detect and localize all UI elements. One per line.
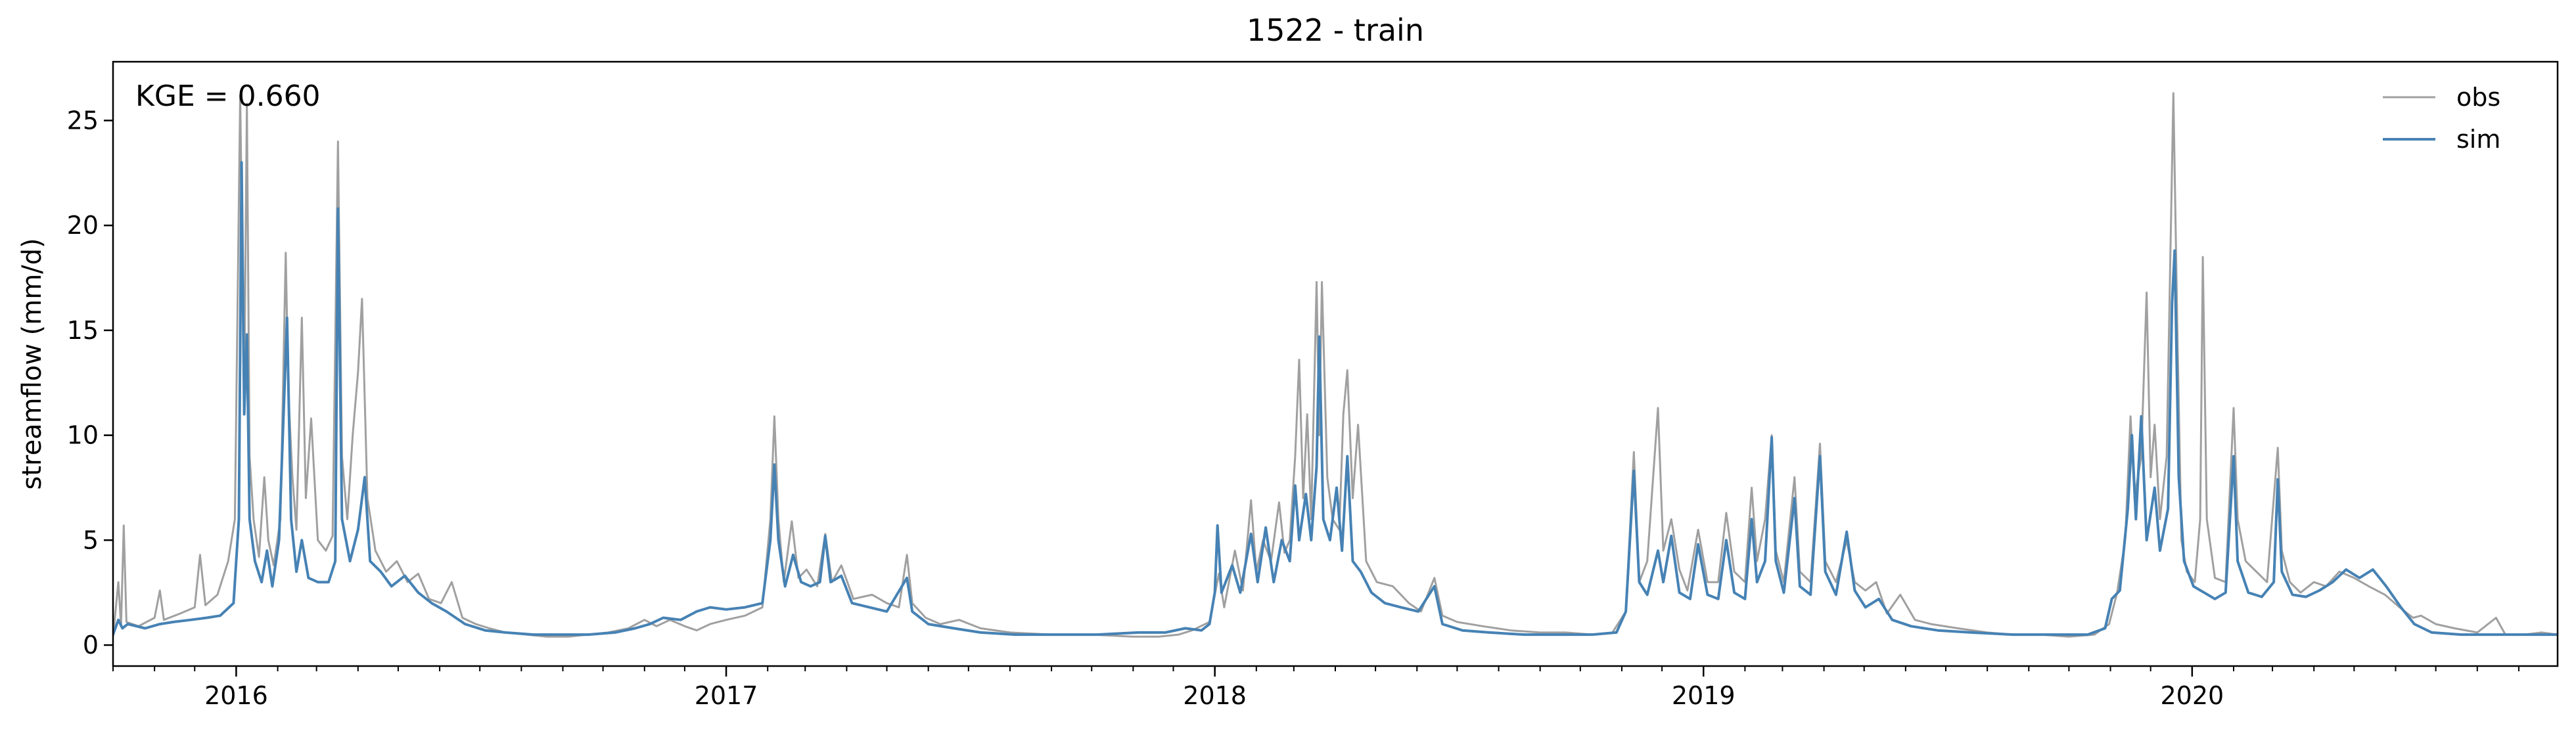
legend-label-obs: obs	[2456, 83, 2500, 112]
x-axis: 2016 2017 2018 2019 2020	[112, 666, 2519, 710]
y-axis-label: streamflow (mm/d)	[17, 238, 47, 489]
x-tick-label: 2018	[1183, 681, 1247, 710]
x-tick-label: 2019	[1672, 681, 1736, 710]
x-tick-label: 2020	[2160, 681, 2224, 710]
kge-annotation: KGE = 0.660	[135, 79, 321, 113]
y-tick-label: 5	[83, 525, 99, 554]
series-line-obs	[113, 92, 2558, 638]
y-tick-label: 25	[67, 106, 99, 135]
y-tick-label: 20	[67, 211, 99, 240]
y-tick-label: 15	[67, 316, 99, 345]
series-line-sim	[113, 161, 2558, 636]
x-tick-label: 2016	[204, 681, 268, 710]
legend-label-sim: sim	[2456, 125, 2500, 154]
y-tick-label: 0	[83, 631, 99, 659]
chart-title: 1522 - train	[1247, 12, 1424, 48]
x-tick-label: 2017	[695, 681, 758, 710]
y-axis: 0 5 10 15 20 25	[67, 106, 113, 659]
series-layer	[113, 92, 2558, 638]
y-tick-label: 10	[67, 421, 99, 450]
legend: obs sim	[2383, 83, 2500, 154]
